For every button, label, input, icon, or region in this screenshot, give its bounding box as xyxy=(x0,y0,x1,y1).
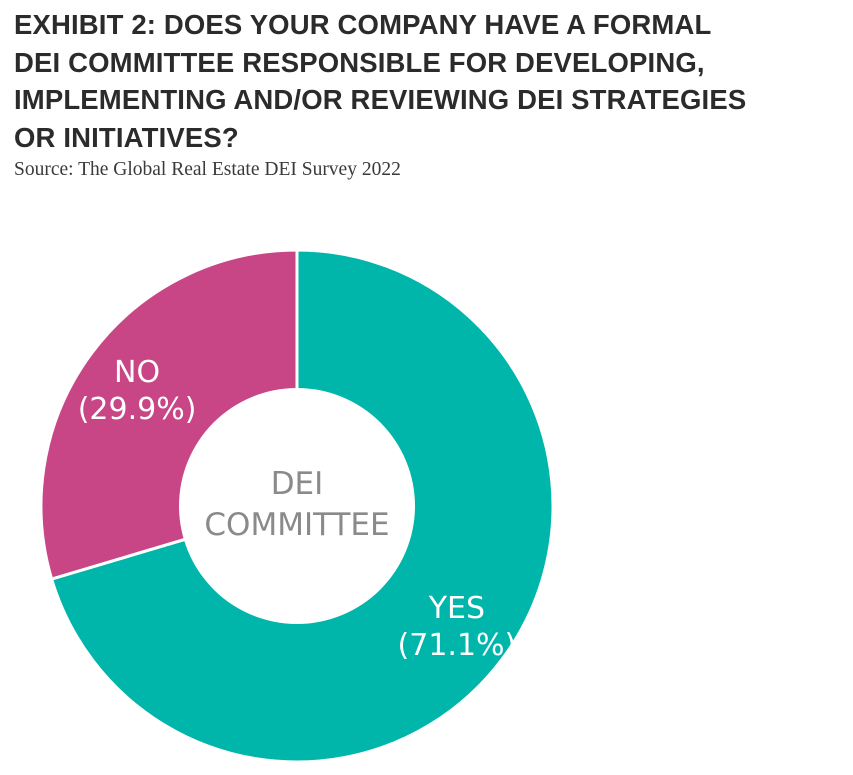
slice-label-yes: YES xyxy=(428,591,485,626)
chart-title: EXHIBIT 2: DOES YOUR COMPANY HAVE A FORM… xyxy=(14,9,747,153)
slice-label-no: NO xyxy=(114,355,160,390)
slice-value-yes: (71.1%) xyxy=(398,628,517,663)
center-label: DEI COMMITTEE xyxy=(204,466,389,543)
center-label-line: DEI xyxy=(271,466,324,502)
slice-labels: YES(71.1%) NO(29.9%) xyxy=(78,355,517,663)
chart-source: Source: The Global Real Estate DEI Surve… xyxy=(14,159,401,180)
donut-hole xyxy=(179,388,415,624)
center-label-line: COMMITTEE xyxy=(204,507,389,543)
slice-value-no: (29.9%) xyxy=(78,392,197,427)
